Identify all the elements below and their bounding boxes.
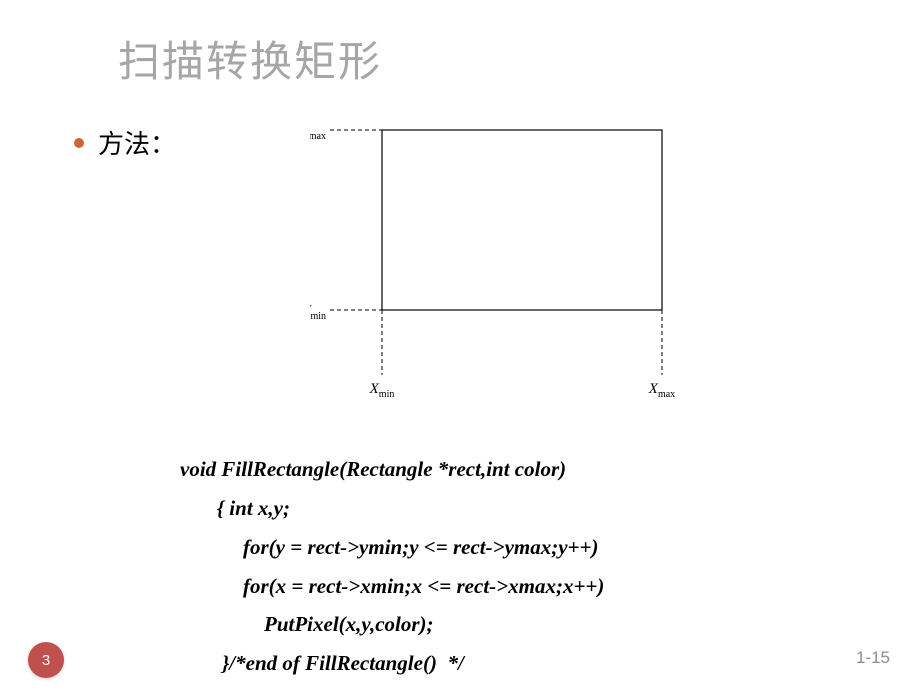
ymax-label: Ymax xyxy=(310,123,326,142)
code-line: { int x,y; xyxy=(180,489,604,528)
code-line: for(x = rect->xmin;x <= rect->xmax;x++) xyxy=(180,567,604,606)
ymin-label: Ymin xyxy=(310,303,326,322)
code-line: void FillRectangle(Rectangle *rect,int c… xyxy=(180,450,604,489)
code-line: for(y = rect->ymin;y <= rect->ymax;y++) xyxy=(180,528,604,567)
xmax-label: Xmax xyxy=(648,381,675,400)
bullet-text: 方法： xyxy=(98,124,176,161)
page-number-badge: 3 xyxy=(28,642,64,678)
code-block: void FillRectangle(Rectangle *rect,int c… xyxy=(180,450,604,683)
bullet-dot xyxy=(74,138,84,148)
code-line: PutPixel(x,y,color); xyxy=(180,605,604,644)
slide-title: 扫描转换矩形 xyxy=(118,28,382,89)
bullet-item: 方法： xyxy=(74,124,176,161)
rectangle-diagram: Ymax Ymin Xmin Xmax xyxy=(310,115,790,410)
xmin-label: Xmin xyxy=(369,381,395,400)
diagram-rect xyxy=(382,130,662,310)
page-footer: 1-15 xyxy=(856,648,890,668)
code-line: }/*end of FillRectangle() */ xyxy=(180,644,604,683)
